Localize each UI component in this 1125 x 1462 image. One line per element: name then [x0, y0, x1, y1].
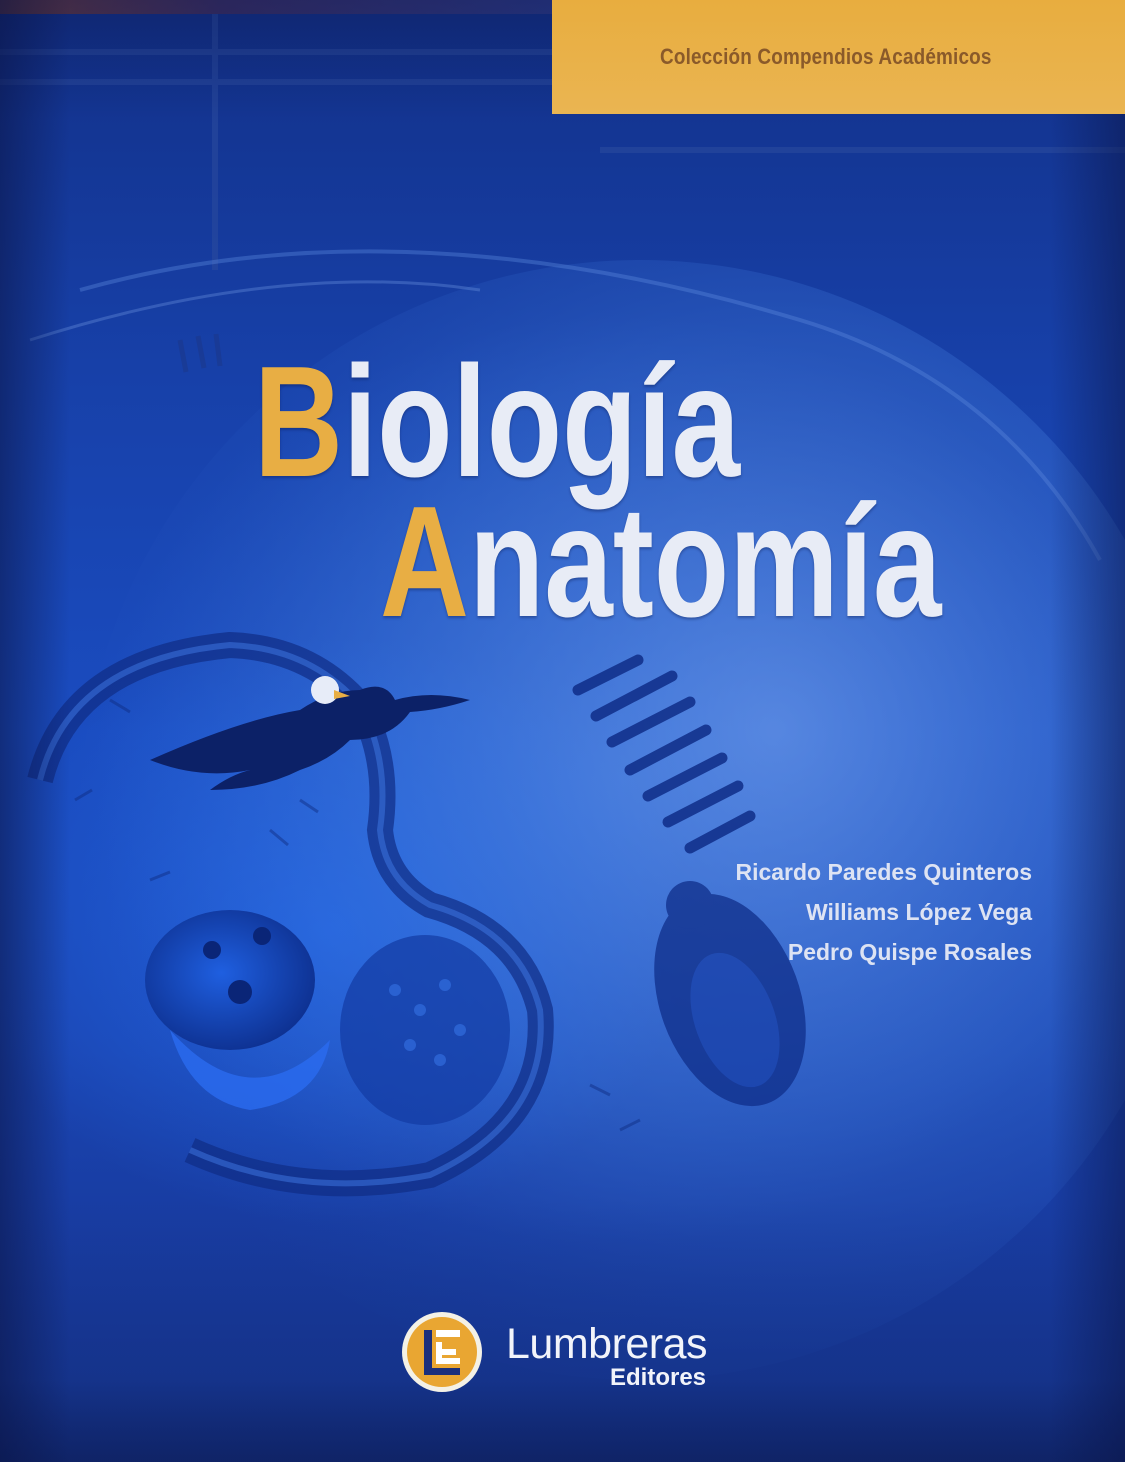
- title-rest-biologia: iología: [343, 334, 741, 510]
- title-line-anatomia: Anatomía: [380, 483, 942, 641]
- collection-band: [552, 0, 1125, 114]
- title-rest-anatomia: natomía: [469, 474, 942, 650]
- author-name: Williams López Vega: [805, 899, 1032, 925]
- author-name: Pedro Quispe Rosales: [787, 939, 1032, 965]
- publisher-block: Lumbreras Editores: [400, 1308, 740, 1398]
- publisher-name: Lumbreras: [506, 1320, 708, 1368]
- publisher-subtitle: Editores: [610, 1364, 707, 1391]
- author-list: Ricardo Paredes Quinteros Williams López…: [735, 852, 1032, 972]
- lumbreras-logo-icon: [402, 1312, 482, 1392]
- title-line-biologia: Biología: [254, 343, 740, 501]
- author-name: Ricardo Paredes Quinteros: [735, 859, 1032, 885]
- collection-label: Colección Compendios Académicos: [660, 44, 992, 69]
- title-initial-a: A: [380, 474, 470, 650]
- title-initial-b: B: [254, 334, 344, 510]
